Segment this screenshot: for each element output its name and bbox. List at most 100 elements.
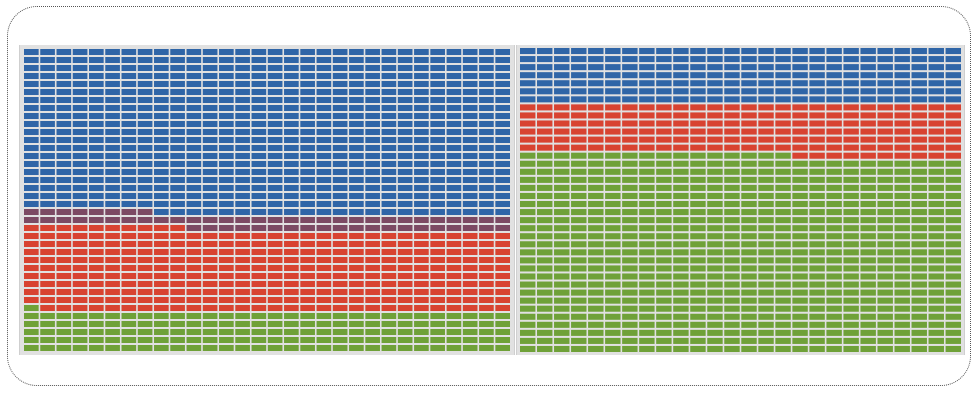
waffle-cell-green (877, 160, 893, 167)
waffle-cell-green (792, 217, 808, 224)
waffle-cell-green (826, 233, 842, 240)
waffle-cell-blue (56, 177, 72, 183)
waffle-cell-blue (219, 185, 234, 191)
waffle-cell-green (571, 281, 587, 288)
waffle-cell-red (792, 144, 808, 151)
waffle-cell-blue (381, 89, 397, 95)
waffle-cell-green (843, 217, 859, 224)
waffle-cell-blue (446, 145, 462, 151)
waffle-cell-green (690, 313, 706, 320)
waffle-cell-red (414, 233, 429, 239)
waffle-cell-blue (365, 209, 380, 215)
waffle-cell-green (775, 289, 791, 296)
waffle-cell-green (554, 160, 570, 167)
waffle-cell-red (945, 136, 961, 143)
waffle-cell-blue (430, 129, 445, 135)
waffle-cell-green (639, 201, 655, 208)
waffle-cell-red (332, 265, 348, 271)
waffle-cell-green (860, 257, 876, 264)
waffle-cell-green (571, 176, 587, 183)
waffle-cell-blue (462, 137, 478, 143)
waffle-cell-green (605, 209, 621, 216)
waffle-cell-red (495, 289, 510, 295)
waffle-cell-blue (537, 80, 553, 87)
waffle-cell-green (639, 209, 655, 216)
waffle-cell-green (24, 329, 39, 335)
waffle-cell-red (928, 144, 944, 151)
waffle-cell-green (826, 321, 842, 328)
waffle-cell-blue (430, 185, 445, 191)
waffle-cell-blue (495, 137, 510, 143)
waffle-cell-green (605, 217, 621, 224)
waffle-cell-green (775, 241, 791, 248)
waffle-cell-red (495, 241, 510, 247)
waffle-cell-red (656, 112, 672, 119)
waffle-cell-blue (202, 97, 218, 103)
waffle-cell-blue (381, 145, 397, 151)
waffle-cell-mixed (332, 217, 348, 223)
waffle-cell-blue (605, 72, 621, 79)
waffle-cell-green (520, 305, 536, 312)
waffle-cell-green (758, 281, 774, 288)
waffle-cell-blue (860, 48, 876, 55)
waffle-cell-green (622, 168, 638, 175)
waffle-cell-green (724, 160, 740, 167)
waffle-cell-blue (332, 57, 348, 63)
waffle-cell-green (860, 217, 876, 224)
waffle-cell-green (622, 192, 638, 199)
waffle-cell-green (843, 313, 859, 320)
waffle-cell-mixed (72, 217, 88, 223)
waffle-cell-green (860, 160, 876, 167)
waffle-cell-blue (349, 137, 364, 143)
waffle-cell-red (219, 241, 234, 247)
waffle-cell-green (741, 265, 757, 272)
waffle-cell-blue (186, 105, 202, 111)
waffle-cell-green (520, 289, 536, 296)
waffle-cell-blue (154, 113, 169, 119)
waffle-cell-blue (105, 193, 120, 199)
waffle-cell-blue (462, 161, 478, 167)
waffle-cell-green (537, 337, 553, 344)
waffle-cell-blue (446, 201, 462, 207)
waffle-cell-green (554, 289, 570, 296)
waffle-cell-blue (300, 113, 315, 119)
waffle-cell-green (365, 313, 380, 319)
waffle-cell-green (894, 241, 910, 248)
waffle-cell-green (945, 184, 961, 191)
waffle-cell-red (911, 128, 927, 135)
waffle-cell-blue (251, 177, 267, 183)
waffle-cell-red (860, 128, 876, 135)
waffle-cell-green (520, 168, 536, 175)
waffle-cell-red (707, 144, 723, 151)
waffle-cell-blue (877, 48, 893, 55)
waffle-cell-mixed (300, 225, 315, 231)
waffle-cell-red (724, 128, 740, 135)
waffle-cell-blue (154, 97, 169, 103)
waffle-cell-green (605, 289, 621, 296)
waffle-cell-blue (121, 201, 137, 207)
waffle-cell-green (826, 201, 842, 208)
waffle-cell-green (775, 160, 791, 167)
waffle-cell-green (24, 313, 39, 319)
waffle-cell-green (758, 273, 774, 280)
waffle-cell-red (860, 104, 876, 111)
waffle-cell-red (40, 305, 55, 311)
waffle-cell-blue (170, 137, 185, 143)
waffle-cell-green (775, 168, 791, 175)
waffle-cell-blue (267, 57, 283, 63)
waffle-cell-green (843, 249, 859, 256)
waffle-cell-green (639, 192, 655, 199)
waffle-cell-green (928, 297, 944, 304)
waffle-cell-red (571, 112, 587, 119)
waffle-cell-red (267, 233, 283, 239)
waffle-cell-blue (690, 72, 706, 79)
waffle-cell-blue (316, 57, 332, 63)
waffle-cell-blue (251, 65, 267, 71)
waffle-cell-green (707, 281, 723, 288)
waffle-cell-blue (235, 193, 250, 199)
waffle-cell-blue (928, 88, 944, 95)
waffle-cell-green (775, 313, 791, 320)
waffle-cell-blue (300, 161, 315, 167)
waffle-cell-red (235, 289, 250, 295)
waffle-cell-green (349, 313, 364, 319)
